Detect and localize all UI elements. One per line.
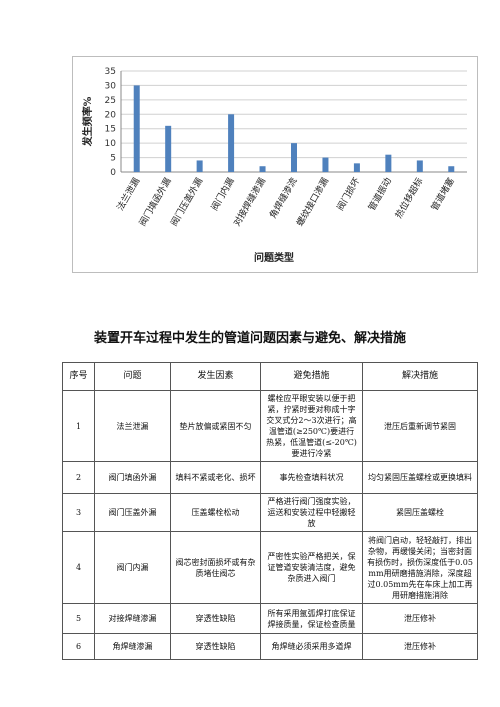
header-problem: 问题 (94, 362, 171, 391)
y-tick-label: 35 (105, 67, 116, 77)
measures-table: 序号 问题 发生因素 避免措施 解决措施 1 法兰泄漏 垫片放偏或紧固不匀 螺栓… (62, 362, 478, 660)
header-cause: 发生因素 (170, 362, 261, 391)
cell-cause: 填料不紧或老化、损坏 (170, 461, 261, 494)
bar (165, 125, 172, 172)
cell-problem: 角焊缝渗漏 (94, 633, 171, 660)
cell-cause: 阀芯密封面损坏或有杂质堵住阀芯 (170, 531, 261, 604)
table-header-row: 序号 问题 发生因素 避免措施 解决措施 (62, 362, 478, 391)
y-tick-label: 5 (110, 154, 116, 164)
cell-problem: 阀门压盖外漏 (94, 493, 171, 532)
bar (448, 166, 455, 172)
bar (385, 154, 392, 172)
cell-prevention: 所有采用氩弧焊打底保证焊接质量，保证检查质量 (260, 603, 363, 634)
bar (322, 157, 329, 172)
header-solution: 解决措施 (362, 362, 478, 391)
x-tick-label: 阀门内漏 (208, 176, 236, 213)
cell-prevention: 螺栓应平眼安装以便于把紧，拧紧时要对称成十字交叉式分2～3次进行；高温管道(≥2… (260, 390, 363, 462)
table-title: 装置开车过程中发生的管道问题因素与避免、解决措施 (93, 331, 406, 346)
header-index: 序号 (62, 362, 95, 391)
y-tick-label: 10 (105, 139, 117, 149)
bar (133, 85, 140, 172)
bar (196, 160, 203, 172)
bar (228, 114, 235, 172)
cell-solution: 均匀紧固压盖螺栓或更换填料 (362, 461, 478, 494)
cell-prevention: 严密性实验严格把关，保证管道安装清洁度，避免杂质进入阀门 (260, 531, 363, 604)
cell-cause: 压盖螺栓松动 (170, 493, 261, 532)
x-tick-label: 管道振动 (366, 176, 394, 213)
x-tick-label: 对接焊缝渗漏 (231, 176, 268, 229)
x-tick-label: 阀门损坏 (334, 176, 362, 213)
bar (416, 160, 423, 172)
x-tick-label: 法兰泄漏 (114, 176, 142, 213)
cell-cause: 穿透性缺陷 (170, 633, 261, 660)
cell-solution: 泄压修补 (362, 633, 478, 660)
cell-index: 1 (62, 390, 95, 462)
y-tick-label: 30 (105, 81, 117, 91)
x-tick-label: 角焊缝渗流 (267, 176, 300, 221)
table-row: 3 阀门压盖外漏 压盖螺栓松动 严格进行阀门强度实验，运送和安装过程中轻搬轻放 … (62, 493, 478, 532)
x-tick-label: 螺纹接口渗漏 (294, 175, 331, 228)
cell-problem: 阀门填函外漏 (94, 461, 171, 494)
x-tick-label: 阀门压盖外漏 (168, 176, 205, 229)
cell-solution: 紧固压盖螺栓 (362, 493, 478, 532)
cell-cause: 穿透性缺陷 (170, 603, 261, 634)
cell-index: 6 (62, 633, 95, 660)
y-axis-title: 发生频率% (81, 96, 94, 147)
x-tick-label: 热位移超标 (393, 176, 426, 221)
cell-index: 5 (62, 603, 95, 634)
x-axis-title: 问题类型 (254, 251, 294, 264)
cell-solution: 泄压后重新调节紧固 (362, 390, 478, 462)
table-row: 4 阀门内漏 阀芯密封面损坏或有杂质堵住阀芯 严密性实验严格把关，保证管道安装清… (62, 531, 478, 604)
cell-problem: 对接焊缝渗漏 (94, 603, 171, 634)
table-row: 1 法兰泄漏 垫片放偏或紧固不匀 螺栓应平眼安装以便于把紧，拧紧时要对称成十字交… (62, 390, 478, 462)
bar (291, 143, 297, 172)
cell-problem: 法兰泄漏 (94, 390, 171, 462)
x-tick-label: 阀门填函外漏 (136, 176, 173, 229)
table-row: 5 对接焊缝渗漏 穿透性缺陷 所有采用氩弧焊打底保证焊接质量，保证检查质量 泄压… (62, 603, 478, 634)
cell-solution: 将阀门启动，轻轻敲打，排出杂物，再缓慢关闭；当密封面有损伤时，损伤深度低于0.0… (362, 531, 478, 604)
table-row: 6 角焊缝渗漏 穿透性缺陷 角焊缝必须采用多道焊 泄压修补 (62, 633, 478, 660)
cell-prevention: 角焊缝必须采用多道焊 (260, 633, 363, 660)
cell-problem: 阀门内漏 (94, 531, 171, 604)
chart-frame: 0 5 10 15 20 25 30 35 法兰泄漏 阀门填函外漏 阀门压盖外漏 阀门内漏 对接焊缝渗漏… (72, 56, 478, 273)
bar (353, 163, 360, 172)
header-prevention: 避免措施 (260, 362, 363, 391)
cell-index: 3 (62, 493, 95, 532)
y-tick-label: 15 (105, 125, 116, 135)
cell-index: 4 (62, 531, 95, 604)
y-tick-label: 0 (110, 168, 116, 178)
bar (259, 166, 266, 172)
x-tick-label: 管道堵塞 (428, 176, 456, 213)
cell-solution: 泄压修补 (362, 603, 478, 634)
cell-index: 2 (62, 461, 95, 494)
cell-prevention: 严格进行阀门强度实验，运送和安装过程中轻搬轻放 (260, 493, 363, 532)
cell-prevention: 事先检查填料状况 (260, 461, 363, 494)
y-tick-label: 20 (105, 110, 117, 120)
cell-cause: 垫片放偏或紧固不匀 (170, 390, 261, 462)
table-row: 2 阀门填函外漏 填料不紧或老化、损坏 事先检查填料状况 均匀紧固压盖螺栓或更换… (62, 461, 478, 494)
y-tick-label: 25 (105, 96, 116, 106)
